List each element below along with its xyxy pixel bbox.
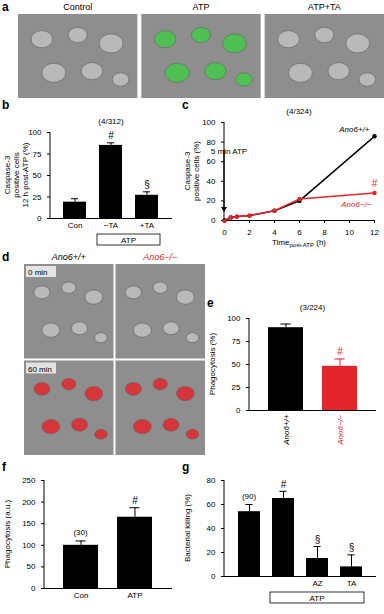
svg-text:75: 75: [33, 150, 42, 159]
svg-text:§: §: [315, 534, 321, 545]
svg-text:Con: Con: [74, 591, 89, 600]
svg-text:40: 40: [207, 524, 216, 533]
svg-text:#: #: [372, 178, 378, 189]
svg-text:0: 0: [211, 572, 216, 581]
svg-text:50: 50: [33, 171, 42, 180]
svg-text:100: 100: [28, 128, 42, 137]
svg-text:−TA: −TA: [104, 221, 119, 230]
svg-text:Con: Con: [68, 221, 83, 230]
svg-text:(30): (30): [73, 528, 88, 537]
svg-text:Ano6−/−: Ano6−/−: [340, 200, 372, 209]
svg-text:Timepost-ATP (h): Timepost-ATP (h): [272, 238, 326, 248]
svg-text:Control: Control: [63, 2, 92, 12]
svg-text:80: 80: [207, 476, 216, 485]
svg-text:0: 0: [211, 216, 216, 225]
svg-text:Ano6+/+: Ano6+/+: [338, 125, 370, 134]
svg-text:0: 0: [31, 584, 36, 593]
svg-text:100: 100: [202, 118, 216, 127]
svg-text:12: 12: [370, 228, 379, 237]
svg-text:6: 6: [297, 228, 302, 237]
svg-text:Phagocytosis (%): Phagocytosis (%): [208, 333, 217, 396]
html-text:d: d: [2, 250, 10, 264]
svg-text:0 min: 0 min: [28, 268, 48, 277]
svg-text:+TA: +TA: [140, 221, 155, 230]
svg-text:ATP+TA: ATP+TA: [308, 2, 341, 12]
svg-text:#: #: [281, 479, 287, 490]
svg-text:positive cells: positive cells: [12, 152, 21, 197]
svg-text:80: 80: [207, 138, 216, 147]
svg-text:(4/324): (4/324): [286, 107, 312, 116]
svg-text:0: 0: [222, 228, 227, 237]
svg-text:ATP: ATP: [310, 594, 325, 603]
svg-text:§: §: [349, 542, 355, 553]
html-text:f: f: [2, 460, 6, 474]
svg-text:25: 25: [232, 383, 241, 392]
html-text:e: e: [207, 296, 214, 310]
svg-text:50: 50: [27, 562, 36, 571]
svg-text:250: 250: [22, 476, 36, 485]
svg-text:0: 0: [37, 214, 42, 223]
svg-text:8: 8: [322, 228, 327, 237]
svg-text:Caspase-3: Caspase-3: [3, 155, 12, 194]
svg-text:Ano6+/+: Ano6+/+: [51, 252, 86, 262]
svg-text:ATP: ATP: [128, 591, 143, 600]
svg-text:75: 75: [232, 337, 241, 346]
svg-text:(90): (90): [242, 492, 257, 501]
html-text:a: a: [2, 0, 9, 14]
svg-text:positive cells (%): positive cells (%): [192, 141, 201, 201]
html-text:c: c: [182, 98, 189, 112]
svg-text:Caspase-3: Caspase-3: [183, 151, 192, 190]
svg-text:100: 100: [22, 541, 36, 550]
svg-text:Ano6+/+: Ano6+/+: [282, 414, 291, 446]
svg-text:60: 60: [207, 500, 216, 509]
svg-text:Bacterial killing (%): Bacterial killing (%): [183, 494, 192, 562]
svg-text:Ano6−/−: Ano6−/−: [336, 414, 345, 446]
svg-text:Phagocytosis (a.u.): Phagocytosis (a.u.): [3, 499, 12, 568]
svg-text:60 min: 60 min: [28, 365, 52, 374]
svg-text:150: 150: [22, 519, 36, 528]
svg-text:2: 2: [247, 228, 252, 237]
svg-text:20: 20: [207, 548, 216, 557]
svg-text:40: 40: [207, 177, 216, 186]
svg-text:#: #: [132, 495, 138, 506]
svg-text:0: 0: [236, 406, 241, 415]
svg-text:ATP: ATP: [193, 2, 210, 12]
html-text:b: b: [2, 98, 10, 112]
svg-text:TA: TA: [347, 579, 357, 588]
svg-text:#: #: [108, 130, 114, 141]
html-text:g: g: [182, 460, 190, 474]
svg-text:20: 20: [207, 196, 216, 205]
svg-text:60: 60: [207, 157, 216, 166]
svg-text:12 h post-ATP (%): 12 h post-ATP (%): [21, 142, 30, 207]
svg-text:#: #: [337, 346, 343, 357]
svg-text:5 min ATP: 5 min ATP: [211, 147, 247, 156]
svg-text:100: 100: [227, 314, 241, 323]
svg-text:Ano6−/−: Ano6−/−: [142, 252, 177, 262]
svg-text:200: 200: [22, 498, 36, 507]
svg-text:25: 25: [33, 193, 42, 202]
svg-text:50: 50: [232, 360, 241, 369]
svg-text:(4/312): (4/312): [98, 117, 124, 126]
svg-text:(3/224): (3/224): [300, 303, 326, 312]
svg-text:ATP: ATP: [121, 236, 136, 245]
svg-text:10: 10: [345, 228, 354, 237]
svg-text:AZ: AZ: [312, 579, 322, 588]
svg-text:4: 4: [272, 228, 277, 237]
svg-text:§: §: [144, 179, 150, 190]
